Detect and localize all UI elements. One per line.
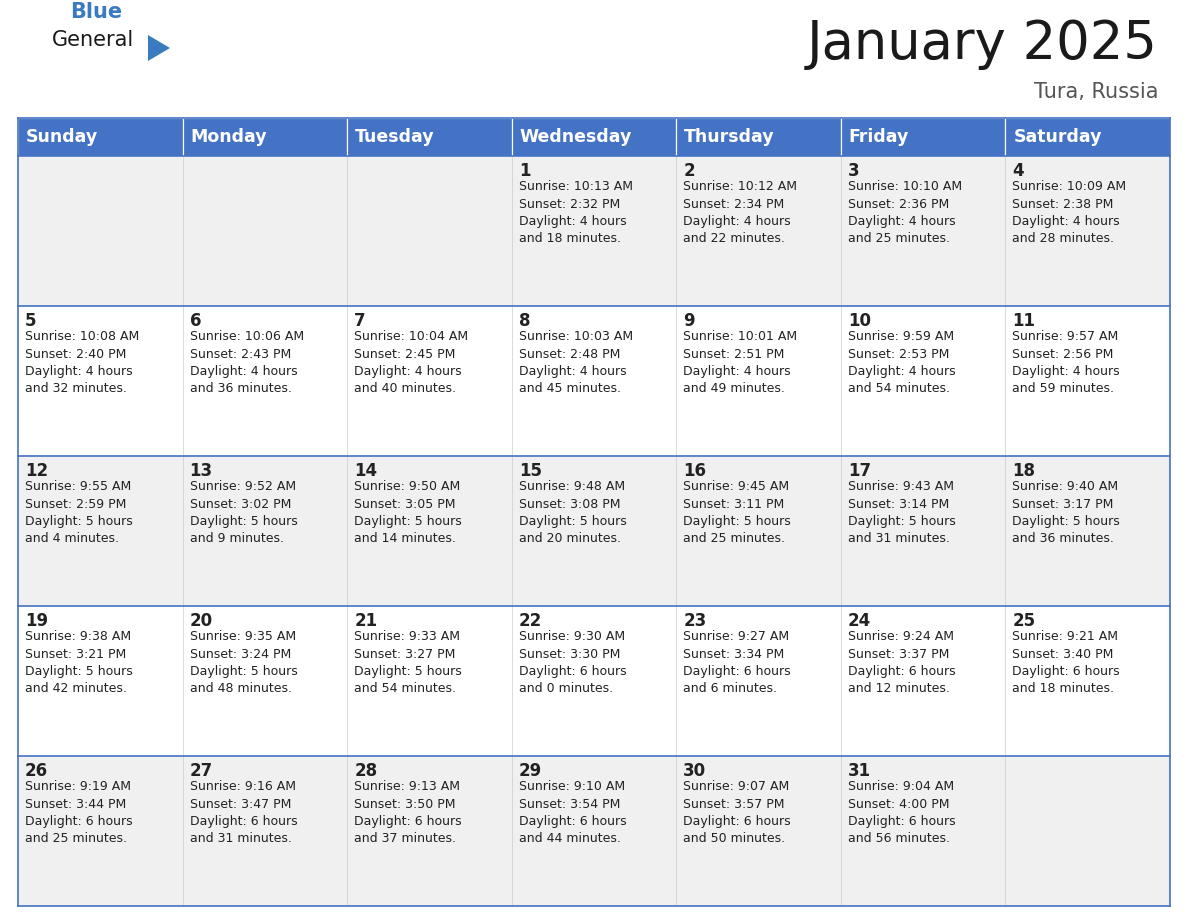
Text: Sunrise: 9:24 AM
Sunset: 3:37 PM
Daylight: 6 hours
and 12 minutes.: Sunrise: 9:24 AM Sunset: 3:37 PM Dayligh… bbox=[848, 630, 955, 696]
Text: 9: 9 bbox=[683, 312, 695, 330]
Text: Thursday: Thursday bbox=[684, 128, 775, 146]
Bar bbox=[18, 156, 1170, 306]
Polygon shape bbox=[148, 35, 170, 61]
Text: Monday: Monday bbox=[190, 128, 267, 146]
Text: 20: 20 bbox=[190, 612, 213, 630]
Text: 28: 28 bbox=[354, 762, 378, 780]
Text: Sunrise: 10:10 AM
Sunset: 2:36 PM
Daylight: 4 hours
and 25 minutes.: Sunrise: 10:10 AM Sunset: 2:36 PM Daylig… bbox=[848, 180, 962, 245]
Bar bbox=[1005, 118, 1170, 156]
Text: Sunrise: 9:07 AM
Sunset: 3:57 PM
Daylight: 6 hours
and 50 minutes.: Sunrise: 9:07 AM Sunset: 3:57 PM Dayligh… bbox=[683, 780, 791, 845]
Text: Sunrise: 9:45 AM
Sunset: 3:11 PM
Daylight: 5 hours
and 25 minutes.: Sunrise: 9:45 AM Sunset: 3:11 PM Dayligh… bbox=[683, 480, 791, 545]
Text: 17: 17 bbox=[848, 462, 871, 480]
Text: 8: 8 bbox=[519, 312, 530, 330]
Text: Sunrise: 9:33 AM
Sunset: 3:27 PM
Daylight: 5 hours
and 54 minutes.: Sunrise: 9:33 AM Sunset: 3:27 PM Dayligh… bbox=[354, 630, 462, 696]
Text: 2: 2 bbox=[683, 162, 695, 180]
Text: Sunrise: 9:10 AM
Sunset: 3:54 PM
Daylight: 6 hours
and 44 minutes.: Sunrise: 9:10 AM Sunset: 3:54 PM Dayligh… bbox=[519, 780, 626, 845]
Text: 24: 24 bbox=[848, 612, 871, 630]
Text: Sunrise: 9:38 AM
Sunset: 3:21 PM
Daylight: 5 hours
and 42 minutes.: Sunrise: 9:38 AM Sunset: 3:21 PM Dayligh… bbox=[25, 630, 133, 696]
Text: Sunrise: 9:57 AM
Sunset: 2:56 PM
Daylight: 4 hours
and 59 minutes.: Sunrise: 9:57 AM Sunset: 2:56 PM Dayligh… bbox=[1012, 330, 1120, 396]
Text: Sunrise: 10:13 AM
Sunset: 2:32 PM
Daylight: 4 hours
and 18 minutes.: Sunrise: 10:13 AM Sunset: 2:32 PM Daylig… bbox=[519, 180, 633, 245]
Text: 27: 27 bbox=[190, 762, 213, 780]
Text: 6: 6 bbox=[190, 312, 201, 330]
Text: Sunrise: 10:04 AM
Sunset: 2:45 PM
Daylight: 4 hours
and 40 minutes.: Sunrise: 10:04 AM Sunset: 2:45 PM Daylig… bbox=[354, 330, 468, 396]
Text: 11: 11 bbox=[1012, 312, 1036, 330]
Text: Saturday: Saturday bbox=[1013, 128, 1102, 146]
Text: General: General bbox=[52, 30, 134, 50]
Text: Tura, Russia: Tura, Russia bbox=[1034, 82, 1158, 102]
Text: 26: 26 bbox=[25, 762, 49, 780]
Bar bbox=[18, 456, 1170, 606]
Text: Sunrise: 9:59 AM
Sunset: 2:53 PM
Daylight: 4 hours
and 54 minutes.: Sunrise: 9:59 AM Sunset: 2:53 PM Dayligh… bbox=[848, 330, 955, 396]
Text: 3: 3 bbox=[848, 162, 859, 180]
Text: 19: 19 bbox=[25, 612, 49, 630]
Text: Sunrise: 10:12 AM
Sunset: 2:34 PM
Daylight: 4 hours
and 22 minutes.: Sunrise: 10:12 AM Sunset: 2:34 PM Daylig… bbox=[683, 180, 797, 245]
Bar bbox=[512, 118, 676, 156]
Text: Sunrise: 9:30 AM
Sunset: 3:30 PM
Daylight: 6 hours
and 0 minutes.: Sunrise: 9:30 AM Sunset: 3:30 PM Dayligh… bbox=[519, 630, 626, 696]
Text: 5: 5 bbox=[25, 312, 37, 330]
Text: 14: 14 bbox=[354, 462, 378, 480]
Text: January 2025: January 2025 bbox=[807, 18, 1158, 70]
Text: 31: 31 bbox=[848, 762, 871, 780]
Text: 13: 13 bbox=[190, 462, 213, 480]
Text: 4: 4 bbox=[1012, 162, 1024, 180]
Bar bbox=[18, 306, 1170, 456]
Text: Sunrise: 9:52 AM
Sunset: 3:02 PM
Daylight: 5 hours
and 9 minutes.: Sunrise: 9:52 AM Sunset: 3:02 PM Dayligh… bbox=[190, 480, 297, 545]
Text: 16: 16 bbox=[683, 462, 707, 480]
Text: 1: 1 bbox=[519, 162, 530, 180]
Text: 23: 23 bbox=[683, 612, 707, 630]
Text: Wednesday: Wednesday bbox=[519, 128, 632, 146]
Text: 21: 21 bbox=[354, 612, 378, 630]
Text: 18: 18 bbox=[1012, 462, 1036, 480]
Text: 12: 12 bbox=[25, 462, 49, 480]
Text: 7: 7 bbox=[354, 312, 366, 330]
Text: Sunrise: 9:50 AM
Sunset: 3:05 PM
Daylight: 5 hours
and 14 minutes.: Sunrise: 9:50 AM Sunset: 3:05 PM Dayligh… bbox=[354, 480, 462, 545]
Text: Sunrise: 9:13 AM
Sunset: 3:50 PM
Daylight: 6 hours
and 37 minutes.: Sunrise: 9:13 AM Sunset: 3:50 PM Dayligh… bbox=[354, 780, 462, 845]
Text: Sunrise: 9:40 AM
Sunset: 3:17 PM
Daylight: 5 hours
and 36 minutes.: Sunrise: 9:40 AM Sunset: 3:17 PM Dayligh… bbox=[1012, 480, 1120, 545]
Bar bbox=[676, 118, 841, 156]
Text: Blue: Blue bbox=[70, 2, 122, 22]
Text: 30: 30 bbox=[683, 762, 707, 780]
Text: Sunrise: 10:03 AM
Sunset: 2:48 PM
Daylight: 4 hours
and 45 minutes.: Sunrise: 10:03 AM Sunset: 2:48 PM Daylig… bbox=[519, 330, 633, 396]
Text: 15: 15 bbox=[519, 462, 542, 480]
Bar bbox=[841, 118, 1005, 156]
Text: Sunrise: 9:04 AM
Sunset: 4:00 PM
Daylight: 6 hours
and 56 minutes.: Sunrise: 9:04 AM Sunset: 4:00 PM Dayligh… bbox=[848, 780, 955, 845]
Text: Sunrise: 10:06 AM
Sunset: 2:43 PM
Daylight: 4 hours
and 36 minutes.: Sunrise: 10:06 AM Sunset: 2:43 PM Daylig… bbox=[190, 330, 304, 396]
Bar bbox=[18, 118, 183, 156]
Bar bbox=[347, 118, 512, 156]
Bar bbox=[18, 606, 1170, 756]
Text: 25: 25 bbox=[1012, 612, 1036, 630]
Text: Sunrise: 9:48 AM
Sunset: 3:08 PM
Daylight: 5 hours
and 20 minutes.: Sunrise: 9:48 AM Sunset: 3:08 PM Dayligh… bbox=[519, 480, 626, 545]
Bar bbox=[183, 118, 347, 156]
Text: 29: 29 bbox=[519, 762, 542, 780]
Text: Sunrise: 10:08 AM
Sunset: 2:40 PM
Daylight: 4 hours
and 32 minutes.: Sunrise: 10:08 AM Sunset: 2:40 PM Daylig… bbox=[25, 330, 139, 396]
Text: 10: 10 bbox=[848, 312, 871, 330]
Text: Sunrise: 10:01 AM
Sunset: 2:51 PM
Daylight: 4 hours
and 49 minutes.: Sunrise: 10:01 AM Sunset: 2:51 PM Daylig… bbox=[683, 330, 797, 396]
Text: Sunrise: 9:27 AM
Sunset: 3:34 PM
Daylight: 6 hours
and 6 minutes.: Sunrise: 9:27 AM Sunset: 3:34 PM Dayligh… bbox=[683, 630, 791, 696]
Bar bbox=[18, 756, 1170, 906]
Text: Sunrise: 9:19 AM
Sunset: 3:44 PM
Daylight: 6 hours
and 25 minutes.: Sunrise: 9:19 AM Sunset: 3:44 PM Dayligh… bbox=[25, 780, 133, 845]
Text: Tuesday: Tuesday bbox=[355, 128, 435, 146]
Text: Friday: Friday bbox=[849, 128, 909, 146]
Text: Sunrise: 10:09 AM
Sunset: 2:38 PM
Daylight: 4 hours
and 28 minutes.: Sunrise: 10:09 AM Sunset: 2:38 PM Daylig… bbox=[1012, 180, 1126, 245]
Text: Sunday: Sunday bbox=[26, 128, 99, 146]
Text: Sunrise: 9:43 AM
Sunset: 3:14 PM
Daylight: 5 hours
and 31 minutes.: Sunrise: 9:43 AM Sunset: 3:14 PM Dayligh… bbox=[848, 480, 955, 545]
Text: Sunrise: 9:21 AM
Sunset: 3:40 PM
Daylight: 6 hours
and 18 minutes.: Sunrise: 9:21 AM Sunset: 3:40 PM Dayligh… bbox=[1012, 630, 1120, 696]
Text: Sunrise: 9:55 AM
Sunset: 2:59 PM
Daylight: 5 hours
and 4 minutes.: Sunrise: 9:55 AM Sunset: 2:59 PM Dayligh… bbox=[25, 480, 133, 545]
Text: Sunrise: 9:16 AM
Sunset: 3:47 PM
Daylight: 6 hours
and 31 minutes.: Sunrise: 9:16 AM Sunset: 3:47 PM Dayligh… bbox=[190, 780, 297, 845]
Text: Sunrise: 9:35 AM
Sunset: 3:24 PM
Daylight: 5 hours
and 48 minutes.: Sunrise: 9:35 AM Sunset: 3:24 PM Dayligh… bbox=[190, 630, 297, 696]
Text: 22: 22 bbox=[519, 612, 542, 630]
